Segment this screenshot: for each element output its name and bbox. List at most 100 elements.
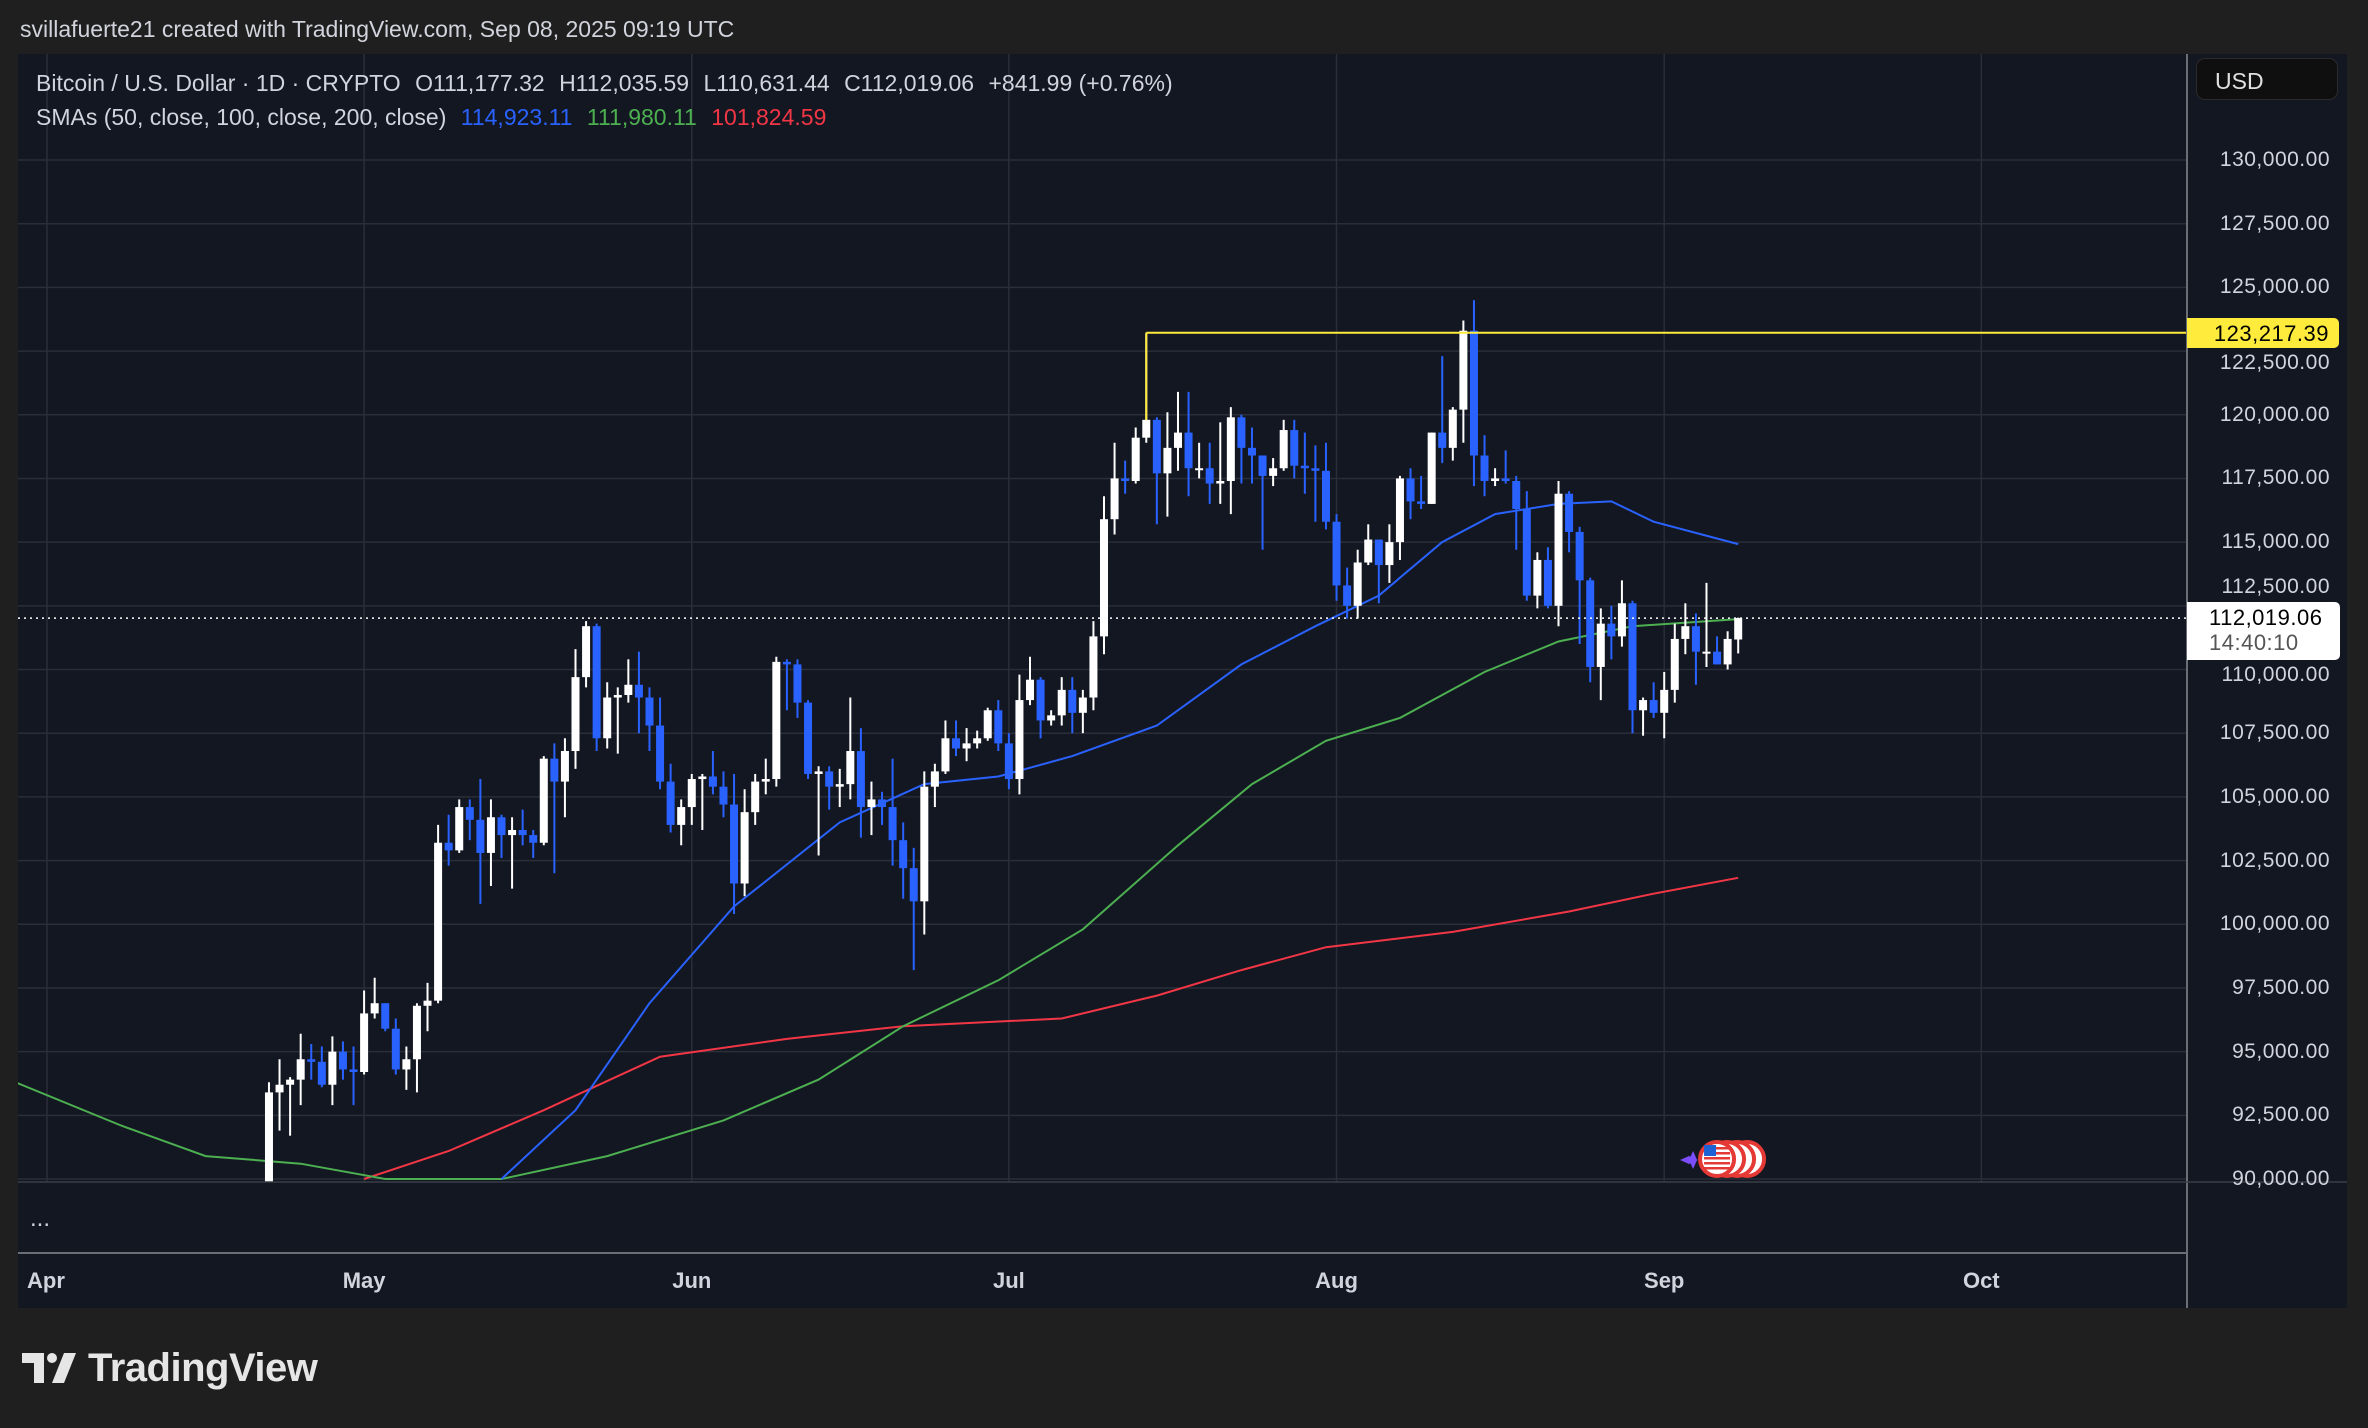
symbol-name[interactable]: Bitcoin / U.S. Dollar · 1D · CRYPTO: [36, 70, 401, 96]
candle: [434, 824, 443, 1004]
sma50-value: 114,923.11: [460, 104, 573, 130]
candle-body: [1300, 465, 1309, 469]
indicator-legend[interactable]: SMAs (50, close, 100, close, 200, close)…: [36, 104, 834, 131]
candle-body: [634, 684, 643, 698]
tradingview-logo[interactable]: TradingView: [22, 1344, 318, 1392]
change-value: +841.99 (+0.76%): [988, 70, 1173, 96]
candle-body: [698, 776, 707, 780]
candle: [804, 700, 813, 780]
candle-body: [1543, 559, 1552, 606]
price-tick-label: 112,500.00: [2221, 575, 2330, 599]
candle-body: [338, 1051, 347, 1070]
candle-body: [708, 776, 717, 787]
candle: [1100, 496, 1108, 655]
candle: [370, 977, 379, 1019]
candle: [1543, 547, 1552, 609]
flag-stripe: [1704, 1167, 1731, 1170]
candle-body: [1480, 455, 1489, 481]
candle-body: [455, 807, 464, 851]
candle: [751, 773, 760, 825]
economic-events-marker[interactable]: [1680, 1140, 1767, 1178]
candle-body: [1459, 330, 1468, 410]
candle: [1015, 674, 1024, 795]
high-value: H112,035.59: [559, 70, 690, 96]
candle: [941, 720, 950, 774]
candle: [1247, 427, 1256, 484]
candle: [1649, 682, 1658, 718]
candle-body: [1734, 618, 1743, 640]
symbol-legend[interactable]: Bitcoin / U.S. Dollar · 1D · CRYPTO O111…: [36, 70, 1181, 97]
candle: [846, 697, 855, 800]
candle-body: [592, 626, 601, 739]
candle-body: [349, 1069, 358, 1073]
candle: [550, 743, 559, 874]
candle-body: [444, 842, 453, 851]
candle: [1491, 468, 1500, 487]
candle-body: [1269, 468, 1278, 476]
candle: [1258, 455, 1267, 550]
candle: [1036, 677, 1045, 739]
attribution-text: svillafuerte21 created with TradingView.…: [20, 16, 735, 42]
candle-body: [1152, 419, 1161, 474]
flag-canton: [1704, 1145, 1717, 1156]
candle-body: [994, 710, 1003, 744]
candle-body: [878, 799, 887, 808]
top-bar: svillafuerte21 created with TradingView.…: [0, 0, 2368, 54]
candle-body: [412, 1005, 421, 1060]
price-tick-label: 107,500.00: [2219, 721, 2330, 745]
candle-body: [624, 684, 633, 695]
candle: [719, 771, 728, 818]
candle: [1078, 689, 1087, 734]
candle: [391, 1018, 400, 1075]
candle-body: [1469, 330, 1478, 456]
candle: [1269, 458, 1278, 487]
candle-body: [1607, 623, 1616, 637]
candle: [497, 814, 506, 859]
month-label: Apr: [27, 1268, 65, 1293]
chart-panel[interactable]: [18, 54, 2347, 1308]
candle-body: [1491, 478, 1500, 481]
candle-body: [328, 1051, 337, 1085]
candle-body: [307, 1059, 316, 1062]
currency-button[interactable]: USD: [2196, 58, 2338, 100]
candle: [1501, 450, 1510, 484]
candle-body: [1522, 509, 1531, 596]
candle: [1596, 608, 1605, 701]
candle-body: [1660, 689, 1669, 713]
candle: [1670, 623, 1679, 703]
price-tick-label: 100,000.00: [2219, 912, 2330, 936]
candle-body: [1311, 468, 1320, 471]
candle: [1723, 631, 1732, 670]
candle: [455, 799, 464, 853]
candle: [529, 829, 538, 859]
flag-stripe: [1704, 1162, 1731, 1165]
candle-body: [1089, 636, 1098, 698]
candle-body: [825, 771, 834, 787]
candle-body: [1438, 432, 1447, 448]
candle: [1406, 468, 1415, 520]
flag-stripe: [1704, 1152, 1731, 1155]
candle-body: [508, 829, 517, 836]
candle-body: [571, 677, 580, 752]
candle: [782, 659, 791, 711]
price-tick-label: 110,000.00: [2221, 663, 2330, 687]
candle-body: [1596, 623, 1605, 667]
candle: [909, 847, 918, 971]
candle: [740, 789, 749, 897]
candle: [825, 766, 834, 810]
candle: [1713, 636, 1722, 665]
candle-body: [1290, 430, 1299, 466]
candle-body: [856, 751, 865, 808]
candle: [952, 720, 961, 757]
month-label: Jul: [992, 1268, 1025, 1293]
candle-body: [486, 817, 495, 853]
candle: [708, 751, 717, 795]
indicator-label[interactable]: SMAs (50, close, 100, close, 200, close): [36, 104, 447, 130]
candle-body: [1036, 679, 1045, 721]
candle-body: [1533, 559, 1542, 596]
candle: [645, 687, 654, 752]
candle: [444, 814, 453, 866]
candle: [381, 1003, 390, 1032]
more-button[interactable]: ...: [30, 1205, 51, 1232]
